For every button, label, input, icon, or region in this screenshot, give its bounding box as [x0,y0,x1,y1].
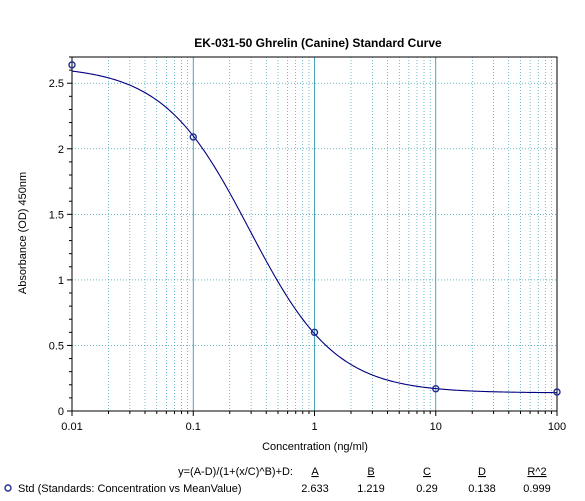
data-point [189,133,197,141]
x-tick-label: 100 [548,421,566,433]
chart-title: EK-031-50 Ghrelin (Canine) Standard Curv… [194,36,442,50]
fit-equation: y=(A-D)/(1+(x/C)^B)+D: [178,466,293,478]
y-tick-label: 0 [58,406,64,418]
x-tick-label: 1 [311,421,317,433]
x-tick-labels: 0.01 0.1 1 10 100 [61,421,566,433]
fit-value: 2.633 [301,483,329,495]
data-point [432,385,440,393]
fit-parameter-headers: A B C D R^2 [311,466,546,478]
fit-header-a: A [311,466,319,478]
y-axis-label: Absorbance (OD) 450nm [17,172,29,294]
y-tick-label: 2 [58,144,64,156]
data-point [553,388,561,396]
legend-marker [4,484,12,492]
y-tick-label: 1.5 [49,209,64,221]
x-axis-label: Concentration (ng/ml) [262,441,368,453]
y-tick-label: 0.5 [49,340,64,352]
fit-value: 0.29 [416,483,437,495]
data-point [310,328,319,337]
grid [72,57,557,411]
x-tick-label: 10 [430,421,442,433]
fit-header-d: D [478,466,486,478]
y-tick-label: 1 [58,275,64,287]
fit-parameter-values: 2.633 1.219 0.29 0.138 0.999 [301,483,551,495]
axes [67,56,558,416]
fit-value: 0.138 [468,483,496,495]
data-point [68,61,76,69]
fit-value: 0.999 [523,483,551,495]
fit-header-b: B [367,466,374,478]
fit-header-r2: R^2 [527,466,546,478]
y-tick-labels: 0 0.5 1 1.5 2 2.5 [49,78,64,418]
fit-curve-group [71,70,558,394]
x-tick-label: 0.01 [61,421,82,433]
legend-series-name: Std (Standards: Concentration vs MeanVal… [18,483,242,495]
y-tick-label: 2.5 [49,78,64,90]
fit-curve [71,70,558,394]
fit-value: 1.219 [357,483,385,495]
fit-header-c: C [423,466,431,478]
data-points [68,61,561,396]
x-tick-label: 0.1 [186,421,201,433]
